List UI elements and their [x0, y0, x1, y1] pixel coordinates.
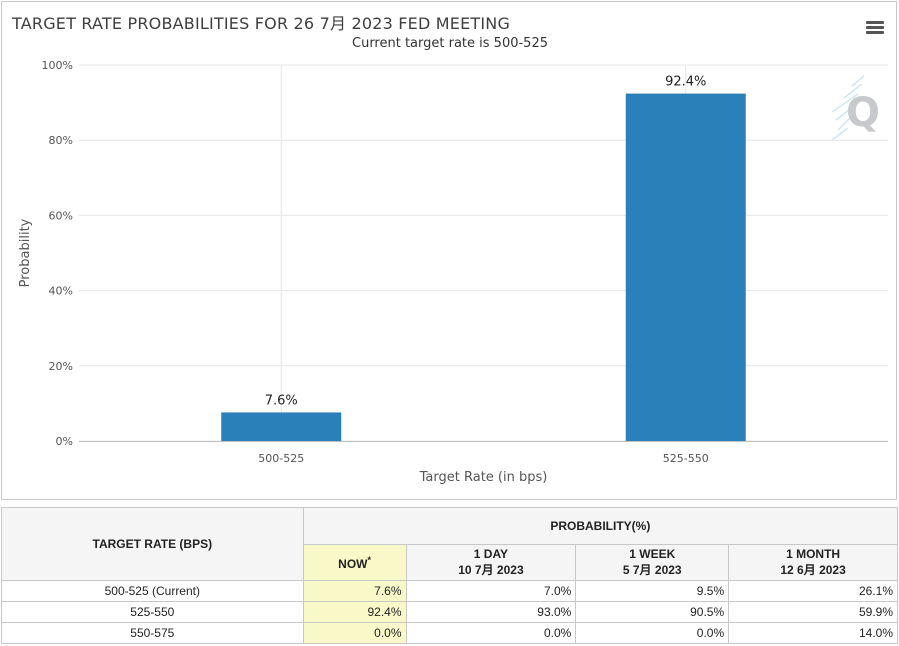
table-row: 550-575 0.0% 0.0% 0.0% 14.0%: [1, 622, 898, 644]
value-cell: 26.1%: [728, 580, 898, 602]
group-header: PROBABILITY(%): [302, 507, 899, 545]
value-cell: 0.0%: [405, 622, 577, 644]
data-label: 7.6%: [265, 393, 298, 408]
value-cell: 9.5%: [575, 580, 730, 602]
col-header-now: NOW*: [302, 544, 407, 581]
chart-subtitle: Current target rate is 500-525: [352, 36, 548, 51]
col-header-1week: 1 WEEK 5 7月 2023: [575, 544, 730, 581]
chart-title: TARGET RATE PROBABILITIES FOR 26 7月 2023…: [12, 14, 511, 33]
value-cell: 92.4%: [302, 601, 407, 623]
value-cell: 90.5%: [575, 601, 730, 623]
bar-chart: 0% 20% 40% 60% 80% 100% 7.6% 500-525 92.4% 525-55…: [18, 59, 888, 485]
y-tick-label: 80%: [49, 134, 73, 147]
rate-cell: 525-550: [1, 601, 304, 623]
rate-cell: 550-575: [1, 622, 304, 644]
y-tick-label: 60%: [49, 209, 73, 222]
y-tick-label: 100%: [42, 59, 73, 72]
table-row: 525-550 92.4% 93.0% 90.5% 59.9%: [1, 601, 898, 623]
x-axis-title: Target Rate (in bps): [419, 470, 548, 485]
row-header: TARGET RATE (BPS): [1, 507, 304, 581]
q-logo-icon: Q: [831, 75, 880, 141]
x-tick-label: 500-525: [258, 452, 304, 465]
value-cell: 14.0%: [728, 622, 898, 644]
y-tick-label: 0%: [56, 435, 73, 448]
y-tick-label: 20%: [49, 360, 73, 373]
col-header-1day: 1 DAY 10 7月 2023: [405, 544, 577, 581]
bar: [221, 412, 342, 441]
x-tick-label: 525-550: [663, 452, 709, 465]
value-cell: 59.9%: [728, 601, 898, 623]
col-header-1month: 1 MONTH 12 6月 2023: [728, 544, 898, 581]
chart-panel: TARGET RATE PROBABILITIES FOR 26 7月 2023…: [1, 1, 897, 500]
value-cell: 7.6%: [302, 580, 407, 602]
hamburger-menu-icon[interactable]: [866, 21, 884, 35]
value-cell: 93.0%: [405, 601, 577, 623]
value-cell: 7.0%: [405, 580, 577, 602]
data-label: 92.4%: [665, 75, 706, 90]
y-axis-title: Probability: [18, 218, 33, 287]
probability-table-panel: TARGET RATE (BPS) PROBABILITY(%) NOW* 1 …: [1, 507, 899, 644]
probability-table: TARGET RATE (BPS) PROBABILITY(%) NOW* 1 …: [1, 507, 899, 644]
svg-text:Q: Q: [846, 90, 880, 136]
bar: [625, 93, 746, 442]
rate-cell: 500-525 (Current): [1, 580, 304, 602]
value-cell: 0.0%: [575, 622, 730, 644]
table-row: 500-525 (Current) 7.6% 7.0% 9.5% 26.1%: [1, 580, 898, 602]
value-cell: 0.0%: [302, 622, 407, 644]
y-tick-label: 40%: [49, 285, 73, 298]
